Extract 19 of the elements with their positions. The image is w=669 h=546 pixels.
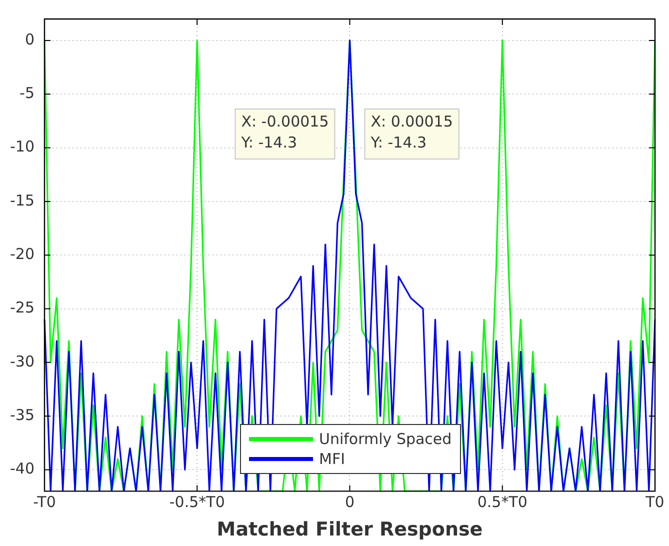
y-tick-label: -5 xyxy=(20,84,34,102)
x-tick-label: T0 xyxy=(644,493,664,512)
x-tick-label: -T0 xyxy=(33,493,56,512)
y-tick-label: -40 xyxy=(10,460,34,478)
x-tick-label: -0.5*T0 xyxy=(169,493,225,512)
y-tick-label: -15 xyxy=(10,191,34,210)
y-tick-label: -35 xyxy=(10,406,34,424)
y-tick-label: -30 xyxy=(10,352,34,370)
x-axis-title: Matched Filter Response xyxy=(216,518,483,541)
y-tick-label: 0 xyxy=(24,30,34,48)
legend-label: Uniformly Spaced xyxy=(319,430,452,448)
x-tick-label: 0 xyxy=(344,493,355,512)
y-tick-label: -20 xyxy=(10,244,34,263)
y-tick-label: -25 xyxy=(10,298,34,317)
annotation: X: -0.00015 Y: -14.3 xyxy=(240,112,329,152)
y-tick-label: -10 xyxy=(10,138,34,156)
annotation: X: 0.00015 Y: -14.3 xyxy=(370,112,453,152)
x-tick-label: 0.5*T0 xyxy=(477,493,528,512)
legend-label: MFI xyxy=(319,450,345,468)
